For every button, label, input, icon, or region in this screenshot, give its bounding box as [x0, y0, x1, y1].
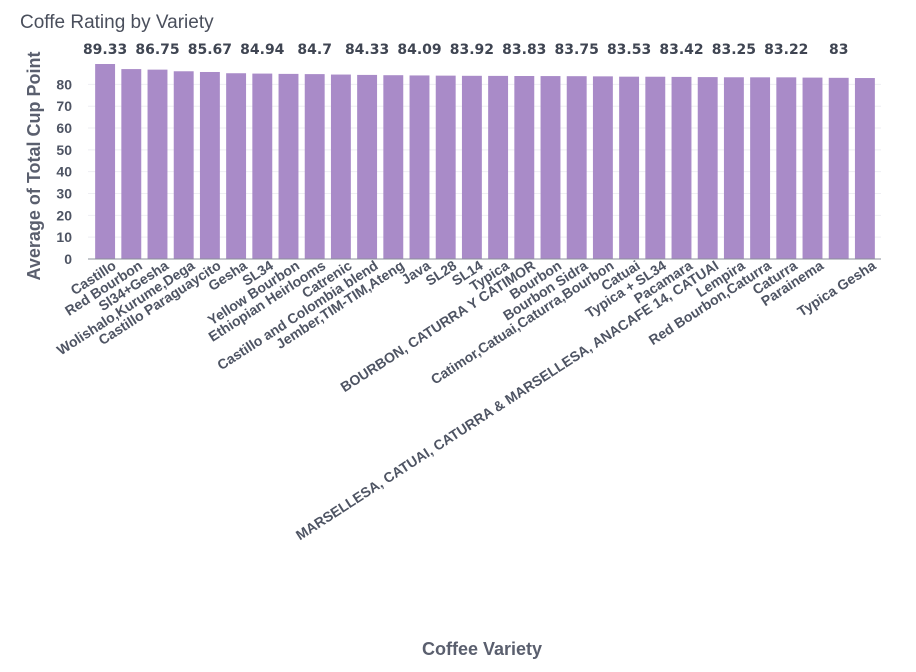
data-label: 83.25	[712, 42, 756, 58]
x-axis-title: Coffee Variety	[422, 639, 542, 659]
bar	[357, 74, 378, 260]
bar	[723, 77, 744, 259]
y-tick-label: 80	[56, 76, 72, 92]
bar	[776, 77, 797, 260]
gridlines	[88, 83, 881, 238]
data-label: 85.67	[188, 42, 232, 58]
data-label: 86.75	[135, 42, 179, 58]
bar	[488, 75, 509, 259]
data-label: 83.75	[555, 42, 599, 58]
y-tick-label: 0	[64, 251, 72, 267]
data-label: 84.09	[397, 42, 441, 58]
data-label: 83.22	[764, 42, 808, 58]
bars	[95, 64, 875, 260]
bar	[330, 74, 351, 259]
data-label: 84.7	[297, 42, 332, 58]
bar	[147, 69, 168, 259]
bar	[854, 78, 875, 259]
data-label: 83.53	[607, 42, 651, 58]
y-tick-label: 30	[56, 186, 72, 202]
bar	[226, 73, 247, 260]
bar	[828, 77, 849, 259]
y-tick-label: 40	[56, 164, 72, 180]
bar	[461, 75, 482, 259]
bar	[95, 64, 116, 259]
bar	[121, 69, 142, 259]
data-labels: 89.33 86.75 85.67 84.94 84.7 84.33 84.09 83.92 8…	[83, 42, 848, 58]
y-axis-title: Average of Total Cup Point	[24, 51, 44, 280]
y-tick-label: 60	[56, 120, 72, 136]
y-tick-label: 70	[56, 98, 72, 114]
bar	[697, 77, 718, 259]
bar	[173, 71, 194, 260]
bar	[750, 77, 771, 259]
bar	[383, 75, 404, 259]
y-tick-label: 50	[56, 142, 72, 158]
y-tick-label: 20	[56, 207, 72, 223]
data-label: 83.42	[659, 42, 703, 58]
bar	[671, 76, 692, 260]
bar	[514, 76, 535, 259]
bar	[566, 76, 587, 259]
data-label: 83.92	[450, 42, 494, 58]
bar	[304, 74, 325, 260]
bar	[802, 77, 823, 259]
data-label: 84.94	[240, 42, 285, 58]
data-label: 83.83	[502, 42, 546, 58]
bar	[409, 75, 430, 260]
data-label: 89.33	[83, 42, 127, 58]
y-tick-labels: 0 10 20 30 40 50 60 70 80	[56, 76, 72, 267]
chart-title: Coffe Rating by Variety	[20, 12, 214, 33]
bar	[540, 76, 561, 259]
bar	[645, 76, 666, 259]
bar	[619, 76, 640, 259]
bar	[278, 73, 299, 260]
bar	[199, 71, 220, 260]
bar	[252, 73, 273, 259]
data-label: 84.33	[345, 42, 389, 58]
y-tick-label: 10	[56, 229, 72, 245]
bar	[435, 75, 456, 259]
bar	[592, 76, 613, 259]
data-label: 83	[829, 42, 848, 58]
